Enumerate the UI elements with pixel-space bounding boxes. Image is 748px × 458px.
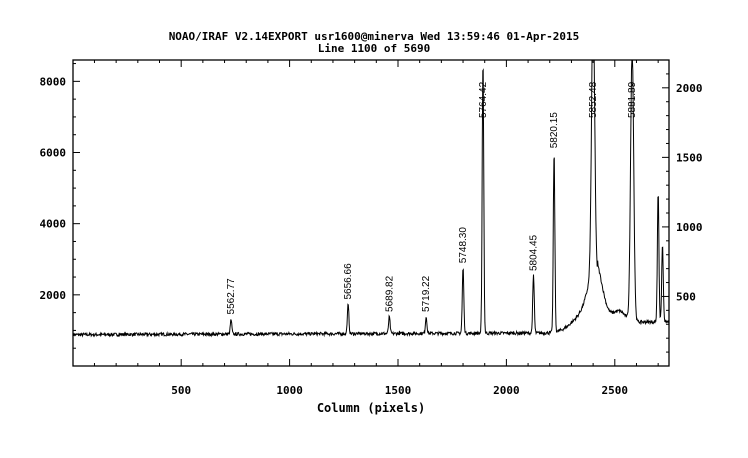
annotation-label: 5689.82 <box>384 275 395 312</box>
annotation-label: 5820.15 <box>549 112 560 149</box>
plot-frame <box>72 59 670 367</box>
annotation-label: 5719.22 <box>421 275 432 312</box>
x-tick-label: 500 <box>171 384 191 397</box>
x-tick-label: 2000 <box>493 384 520 397</box>
x-axis-label: Column (pixels) <box>317 401 425 415</box>
x-tick-label: 1500 <box>385 384 412 397</box>
y-tick-label: 4000 <box>40 218 67 231</box>
y2-tick-label: 1000 <box>676 221 703 234</box>
annotation-label: 5852.48 <box>588 81 599 118</box>
y-axis-left: 2000 4000 6000 8000 <box>40 63 80 349</box>
x-tick-label: 1000 <box>276 384 303 397</box>
line-annotations: 5562.77 5656.66 5689.82 5719.22 5748.30 5764.… <box>226 81 638 314</box>
annotation-label: 5748.30 <box>458 227 469 264</box>
y2-tick-label: 500 <box>676 290 696 303</box>
annotation-label: 5562.77 <box>226 278 237 315</box>
x-tick-label: 2500 <box>602 384 629 397</box>
y2-tick-label: 2000 <box>676 82 703 95</box>
annotation-label: 5656.66 <box>343 263 354 300</box>
annotation-label: 5804.45 <box>528 234 539 271</box>
spectrum-line <box>72 59 670 338</box>
x-axis: 500 1000 1500 2000 2500 <box>93 60 659 397</box>
y2-tick-label: 1500 <box>676 151 703 164</box>
annotation-label: 5881.89 <box>627 81 638 118</box>
chart-title: NOAO/IRAF V2.14EXPORT usr1600@minerva We… <box>169 30 580 43</box>
y-tick-label: 8000 <box>40 75 67 88</box>
y-tick-label: 6000 <box>40 147 67 160</box>
y-tick-label: 2000 <box>40 289 67 302</box>
chart-subtitle: Line 1100 of 5690 <box>318 42 431 55</box>
annotation-label: 5764.42 <box>478 81 489 118</box>
y-axis-right: 500 1000 1500 2000 <box>662 73 703 353</box>
